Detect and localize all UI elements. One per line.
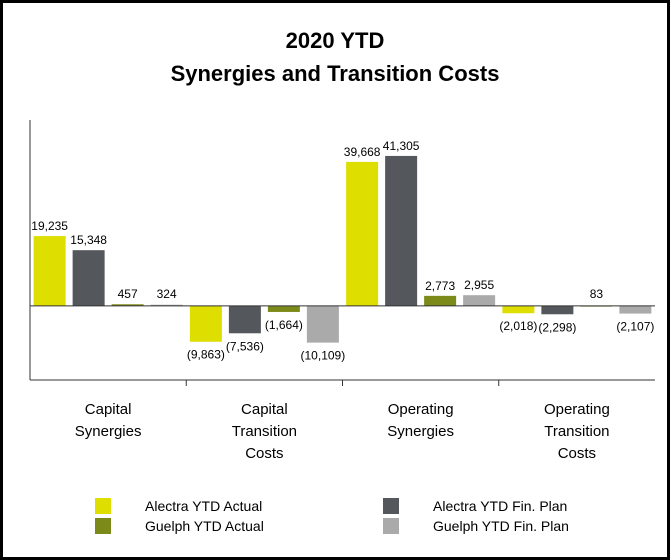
legend-swatch — [95, 498, 111, 514]
bar — [541, 305, 574, 315]
chart-title: 2020 YTD — [286, 28, 385, 53]
bar — [502, 305, 535, 314]
bar — [306, 305, 339, 343]
data-label: (2,018) — [499, 319, 537, 333]
bar — [385, 155, 418, 306]
data-label: 2,955 — [464, 278, 494, 292]
data-label: 41,305 — [383, 139, 420, 153]
data-label: (2,107) — [616, 320, 654, 334]
legend-label: Guelph YTD Actual — [145, 518, 264, 534]
bar — [424, 295, 457, 306]
data-label: (9,863) — [187, 348, 225, 362]
legend-label: Alectra YTD Actual — [145, 498, 262, 514]
x-tick-label: Operating Transition Costs — [544, 401, 610, 462]
data-label: 83 — [590, 287, 604, 301]
bar — [189, 305, 222, 342]
data-label: 324 — [157, 287, 177, 301]
legend-swatch — [95, 518, 111, 534]
legend-label: Guelph YTD Fin. Plan — [433, 518, 569, 534]
data-label: (2,298) — [538, 320, 576, 334]
data-label: (7,536) — [226, 339, 264, 353]
data-label: (10,109) — [301, 349, 346, 363]
bar — [111, 304, 144, 306]
chart-subtitle: Synergies and Transition Costs — [171, 61, 500, 86]
data-label: 457 — [118, 287, 138, 301]
x-tick-label: Operating Synergies — [387, 401, 454, 440]
data-label: 2,773 — [425, 279, 455, 293]
x-tick-label: Capital Transition Costs — [232, 401, 297, 462]
legend-label: Alectra YTD Fin. Plan — [433, 498, 567, 514]
legend-swatch — [383, 518, 399, 534]
bar — [267, 305, 300, 312]
data-label: 19,235 — [31, 219, 68, 233]
bar — [150, 304, 183, 306]
bar — [619, 305, 652, 314]
legend-swatch — [383, 498, 399, 514]
bar — [72, 250, 105, 306]
data-label: 15,348 — [70, 233, 107, 247]
data-label: (1,664) — [265, 318, 303, 332]
data-label: 39,668 — [344, 145, 381, 159]
bar — [228, 305, 261, 334]
bar — [346, 161, 379, 306]
bar — [463, 295, 496, 306]
x-tick-label: Capital Synergies — [75, 401, 142, 440]
bar — [33, 236, 66, 306]
